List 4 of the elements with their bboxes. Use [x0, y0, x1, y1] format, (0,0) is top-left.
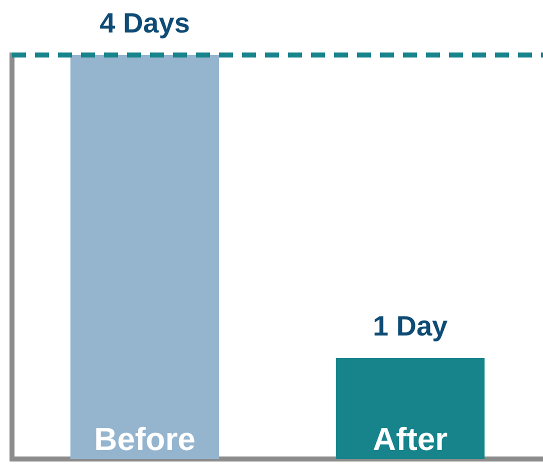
data-label: 1 Day: [372, 310, 448, 342]
data-label: 4 Days: [100, 8, 190, 39]
x-tick-label: Before: [94, 420, 196, 457]
x-tick-label: After: [372, 420, 448, 457]
